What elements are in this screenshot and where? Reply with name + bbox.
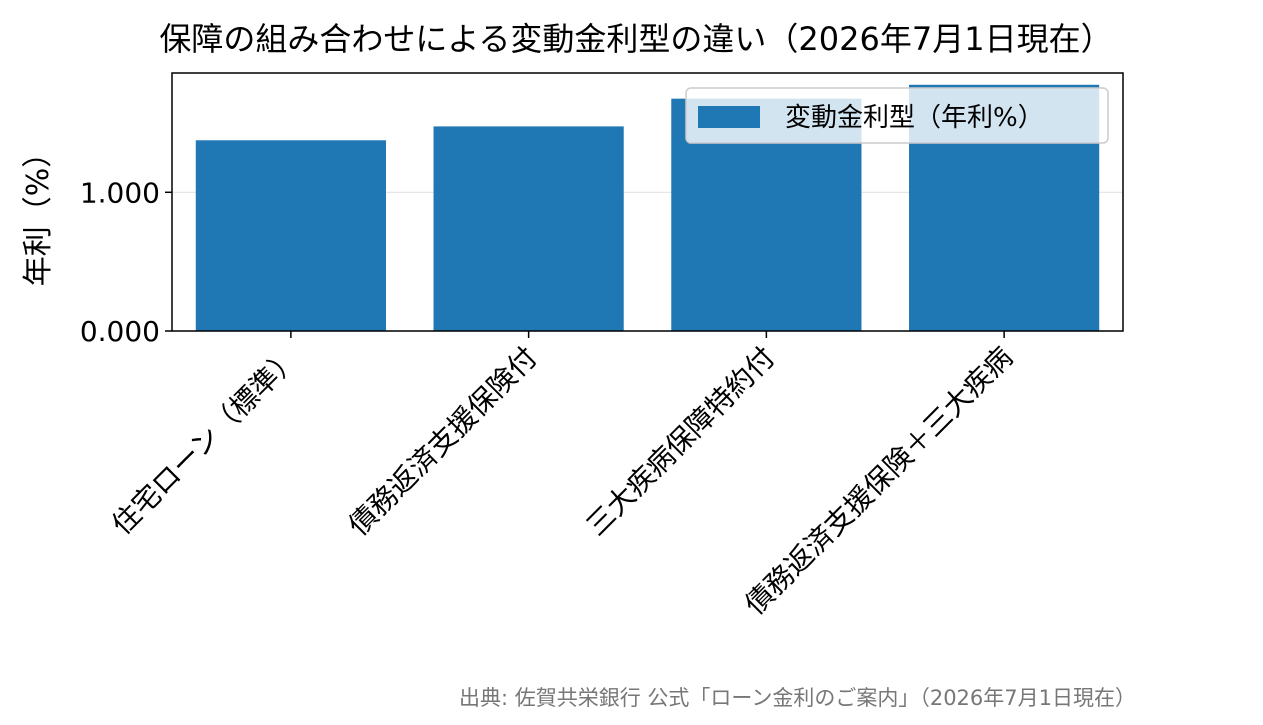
y-axis-ticks: 0.000 1.000 [80,176,172,348]
y-tick-label: 1.000 [80,176,160,209]
x-tick-label: 債務返済支援保険＋三大疾病 [738,341,1019,622]
bar [195,140,386,331]
y-tick-label: 0.000 [80,315,160,348]
legend: 変動金利型（年利%） [685,87,1109,144]
plot-area-frame [171,72,1124,332]
legend-label: 変動金利型（年利%） [785,103,1044,133]
legend-box [685,87,1109,144]
chart-title: 保障の組み合わせによる変動金利型の違い（2026年7月1日現在） [159,20,1112,58]
x-tick-label: 住宅ローン（標準） [105,341,306,542]
x-tick-label: 三大疾病保障特約付 [580,341,782,543]
y-axis-label: 年利（%） [21,138,56,287]
x-tick-label: 債務返済支援保険付 [342,341,544,543]
source-note: 出典: 佐賀共栄銀行 公式「ローン金利のご案内」（2026年7月1日現在） [459,686,1136,710]
bar [433,126,624,331]
legend-swatch [698,106,760,128]
